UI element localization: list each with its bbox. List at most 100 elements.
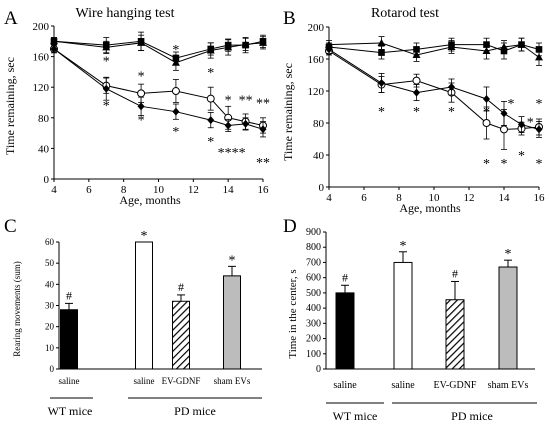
marker-diamond-0 (325, 45, 333, 54)
chart-d-ylabel: Time in the center, s (287, 269, 299, 358)
chart-a-ylabel: Time remaining, sec (3, 57, 17, 155)
series-3 (50, 44, 267, 134)
y-tick-label: 200 (33, 21, 50, 33)
marker-triangle-0 (50, 37, 58, 45)
significance-mark: **** (218, 146, 246, 161)
group-label-pd-c: PD mice (174, 404, 216, 418)
marker-circle-open-3 (171, 87, 180, 96)
chart-c-ylabel: Rearing movements (sum) (12, 261, 22, 356)
y-tick-label: 60 (45, 237, 55, 247)
series-1 (325, 37, 543, 60)
category-label: saline (59, 376, 80, 386)
y-tick-label: 40 (45, 279, 55, 289)
significance-mark: * (536, 97, 543, 112)
category-label: saline (333, 380, 357, 391)
significance-mark: * (207, 66, 214, 81)
y-tick-label: 120 (33, 82, 50, 94)
chart-b-xlabel: Age, months (399, 201, 461, 215)
marker-triangle-0 (325, 40, 333, 48)
x-tick-label: 8 (121, 184, 127, 196)
y-tick-label: 0 (319, 182, 325, 194)
chart-a-xlabel: Age, months (119, 193, 181, 207)
x-tick-label: 16 (258, 184, 270, 196)
marker-diamond-7 (259, 125, 267, 134)
chart-a-title: Wire hanging test (76, 6, 175, 21)
marker-triangle-6 (517, 40, 526, 48)
y-tick-label: 0 (316, 364, 321, 375)
marker-triangle-5 (500, 43, 508, 50)
marker-diamond-7 (535, 125, 543, 134)
y-tick-label: 20 (45, 322, 55, 332)
significance-mark: # (452, 266, 458, 280)
chart-d: 0 100 200 300 400 500 600 700 800 900 # saline * sali… (306, 227, 535, 391)
significance-mark: * (483, 157, 490, 172)
significance-mark: ** (256, 97, 270, 112)
significance-mark: * (536, 157, 543, 172)
marker-triangle-1 (377, 39, 386, 46)
marker-triangle-1 (102, 43, 111, 51)
significance-mark: * (400, 239, 407, 254)
y-tick-label: 0 (50, 364, 55, 374)
marker-triangle-2 (412, 51, 421, 58)
y-tick-label: 160 (308, 54, 325, 66)
x-tick-label: 12 (188, 184, 199, 196)
bar-2 (135, 241, 153, 370)
x-tick-label: 14 (223, 184, 235, 196)
group-label-pd-d: PD mice (451, 409, 493, 423)
series-line (328, 48, 540, 130)
series-line (328, 42, 540, 58)
significance-mark: * (103, 54, 110, 69)
category-label: saline (134, 376, 155, 386)
y-tick-label: 500 (306, 288, 321, 299)
bar-2 (393, 261, 413, 370)
significance-mark: * (172, 125, 179, 140)
series-4 (50, 44, 267, 138)
x-tick-label: 10 (429, 192, 441, 204)
y-tick-label: 50 (45, 258, 55, 268)
series-line (53, 40, 264, 64)
series-1 (50, 31, 267, 65)
marker-triangle-3 (447, 43, 456, 50)
marker-diamond-6 (242, 119, 250, 128)
significance-mark: # (178, 280, 184, 294)
significance-mark: * (505, 247, 512, 262)
significance-mark: * (518, 149, 525, 164)
y-tick-label: 800 (306, 242, 321, 253)
marker-circle-open-5 (500, 125, 508, 134)
marker-triangle-2 (137, 38, 146, 46)
y-tick-label: 40 (313, 150, 325, 162)
series-line (53, 48, 264, 126)
y-tick-label: 30 (45, 301, 55, 311)
x-tick-label: 10 (153, 184, 165, 196)
marker-square-1 (378, 49, 385, 56)
series-2 (50, 34, 267, 71)
chart-b-title: Rotarod test (371, 6, 439, 21)
panel-letter-a: A (4, 8, 18, 29)
significance-mark: * (508, 97, 515, 112)
x-tick-label: 14 (499, 192, 511, 204)
marker-circle-open-4 (482, 119, 491, 127)
x-tick-label: 16 (534, 192, 546, 204)
y-tick-label: 200 (308, 22, 325, 34)
significance-mark: * (225, 93, 232, 108)
marker-diamond-3 (448, 83, 455, 91)
significance-mark: * (501, 157, 508, 172)
significance-mark: # (342, 270, 348, 284)
x-tick-label: 6 (86, 184, 92, 196)
marker-diamond-2 (137, 102, 145, 111)
bar-3 (445, 299, 465, 370)
significance-mark: * (229, 253, 236, 268)
bar-4 (498, 266, 518, 370)
significance-mark: ** (239, 93, 253, 108)
bar-1 (60, 309, 78, 370)
bar-4 (223, 275, 241, 370)
y-tick-label: 700 (306, 257, 321, 268)
y-tick-label: 900 (306, 227, 321, 238)
marker-diamond-1 (102, 84, 110, 93)
chart-a: 4 6 8 10 12 14 1604080120160200***************… (33, 21, 271, 196)
significance-mark: ** (256, 156, 270, 171)
significance-mark: * (448, 105, 455, 120)
marker-diamond-1 (378, 79, 385, 87)
significance-mark: * (483, 105, 490, 120)
